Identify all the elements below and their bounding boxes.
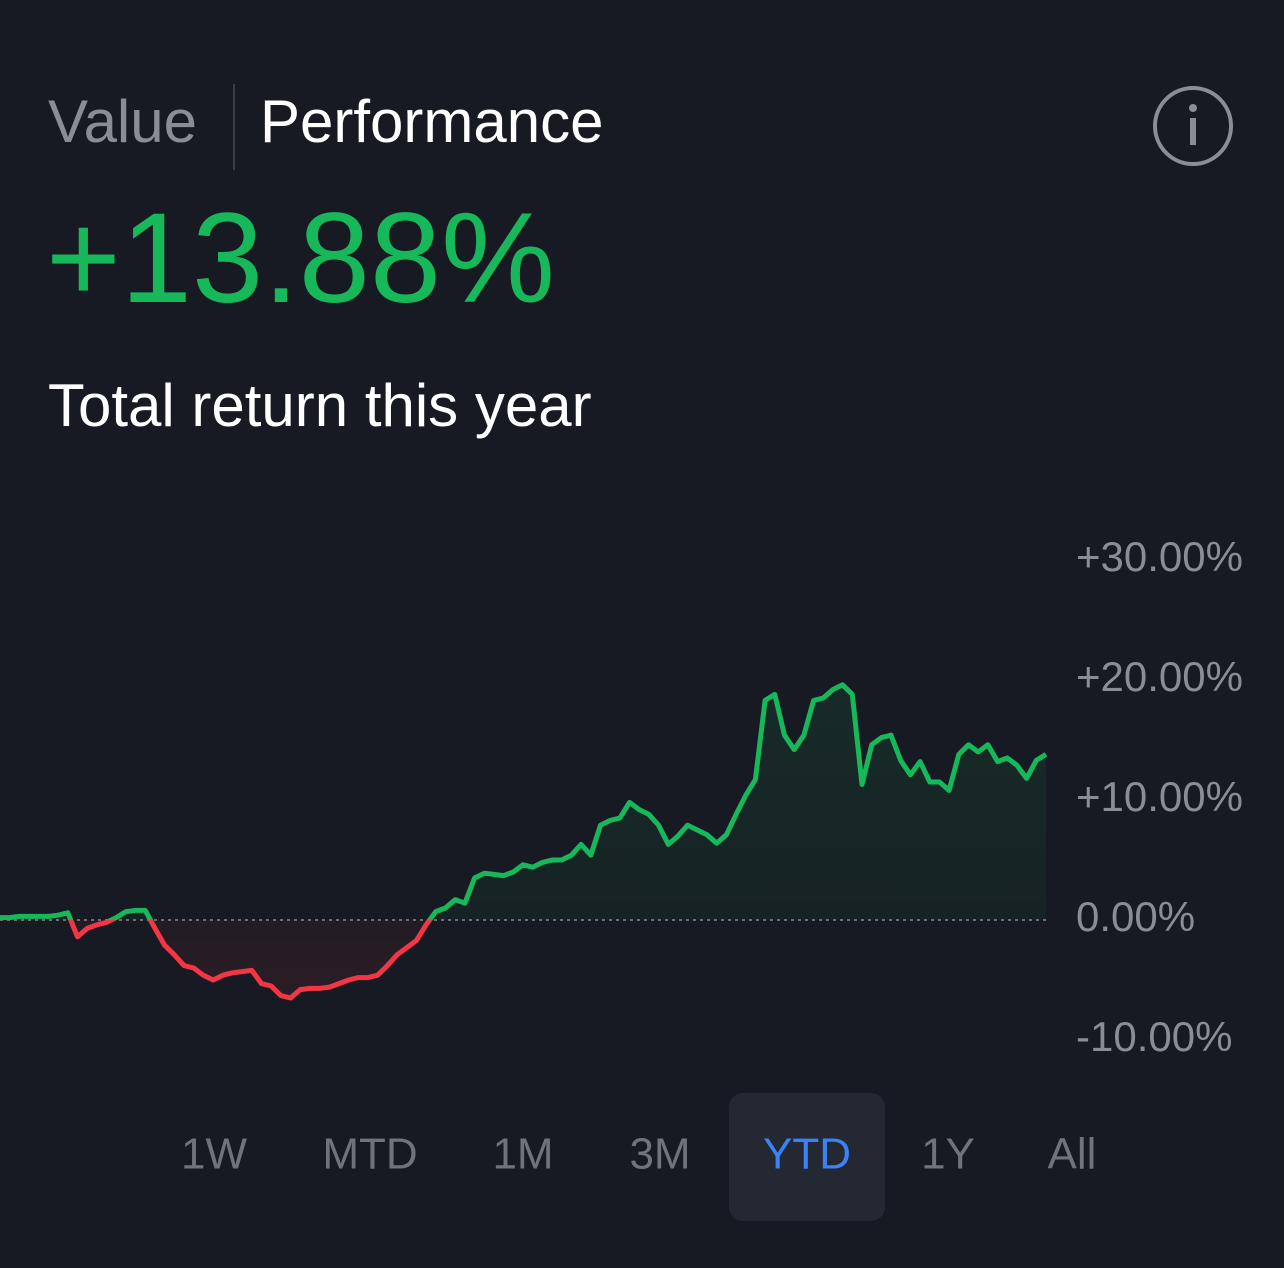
info-circle — [1153, 86, 1233, 166]
range-button[interactable]: 3M — [629, 1130, 690, 1179]
range-button[interactable]: MTD — [322, 1130, 417, 1179]
tab[interactable]: Performance — [260, 88, 603, 155]
info-button[interactable] — [1153, 86, 1233, 166]
active-range-bg — [729, 1093, 885, 1221]
area — [0, 684, 1046, 998]
y-tick-label: +30.00% — [1076, 533, 1243, 580]
y-tick-label: +10.00% — [1076, 773, 1243, 820]
info-stem — [1190, 118, 1196, 145]
y-tick-label: 0.00% — [1076, 893, 1195, 940]
range-button[interactable]: 1Y — [921, 1130, 975, 1179]
range-button[interactable]: All — [1048, 1130, 1097, 1179]
chart: +30.00% +20.00% +10.00% 0.00% -10.00% — [0, 533, 1243, 1060]
total-return-label: Total return this year — [48, 372, 592, 439]
line — [0, 682, 1048, 1001]
range-button[interactable]: 1M — [492, 1130, 553, 1179]
total-return: +13.88% — [46, 187, 555, 330]
y-tick-label: -10.00% — [1076, 1013, 1232, 1060]
range-button[interactable]: 1W — [181, 1130, 247, 1179]
tab[interactable]: Value — [48, 88, 197, 155]
y-tick-label: +20.00% — [1076, 653, 1243, 700]
info-dot — [1189, 104, 1197, 112]
range-button[interactable]: YTD — [763, 1130, 851, 1179]
range-selector: 1W MTD 1M 3M YTD 1Y All — [181, 1130, 1096, 1179]
